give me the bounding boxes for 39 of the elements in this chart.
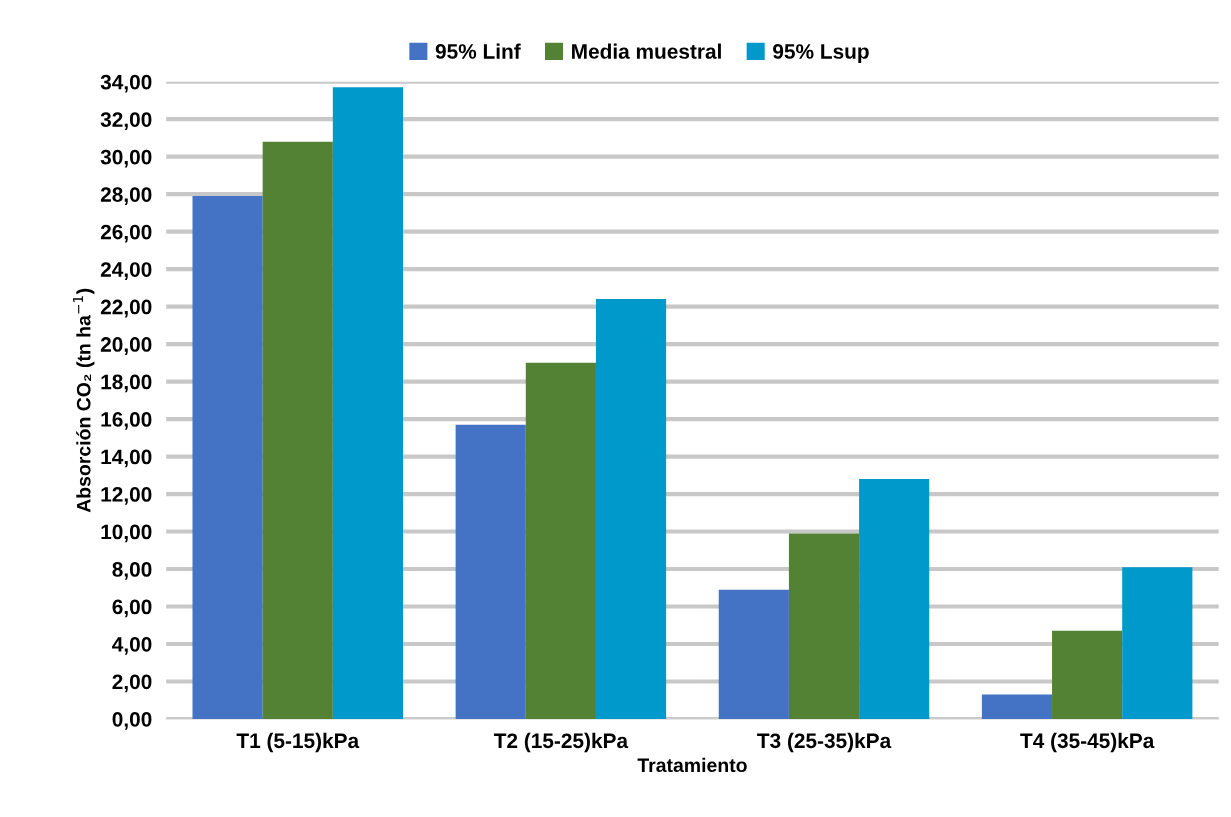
y-tick-label: 34,00 [100, 74, 152, 93]
y-tick-label: 2,00 [112, 674, 152, 693]
y-tick-label: 30,00 [100, 149, 152, 168]
bar [525, 362, 596, 719]
y-tick-label: 24,00 [100, 262, 152, 280]
y-axis-title: Absorción CO₂ (tn ha$^{−1}$) [73, 288, 95, 513]
legend-label: 95% Lsup [773, 44, 869, 63]
x-tick-label: T3 (25-35)kPa [757, 732, 892, 753]
bar [859, 479, 930, 719]
bar [718, 589, 789, 719]
bar [455, 424, 526, 719]
y-tick-label: 22,00 [100, 299, 152, 318]
y-tick-label: 6,00 [112, 599, 152, 618]
y-tick-label: 16,00 [101, 412, 152, 430]
bar [595, 299, 667, 719]
x-axis-title: Tratamiento [637, 757, 747, 773]
x-tick-label: T2 (15-25)kPa [493, 732, 629, 753]
bar [262, 141, 333, 719]
y-tick-label: 18,00 [101, 374, 152, 393]
bar [788, 533, 860, 719]
bar [332, 87, 403, 719]
x-tick-label: T1 (5-15)kPa [236, 732, 360, 753]
y-tick-label: 14,00 [101, 449, 152, 468]
bar [192, 196, 263, 719]
y-tick-label: 12,00 [101, 487, 152, 505]
y-tick-label: 10,00 [101, 524, 152, 543]
y-tick-label: 8,00 [112, 562, 152, 580]
y-tick-label: 28,00 [100, 187, 152, 205]
bar [1122, 567, 1193, 719]
legend-label: 95% Linf [435, 43, 521, 59]
x-tick-label: T4 (35-45)kPa [1020, 732, 1155, 753]
legend-label: Media muestral [572, 43, 721, 59]
bar [981, 694, 1053, 719]
y-tick-label: 26,00 [100, 224, 152, 243]
y-tick-label: 20,00 [100, 337, 152, 355]
y-tick-label: 4,00 [112, 636, 152, 655]
y-tick-label: 32,00 [100, 112, 152, 130]
y-tick-label: 0,00 [112, 711, 152, 730]
bar [1052, 630, 1123, 719]
